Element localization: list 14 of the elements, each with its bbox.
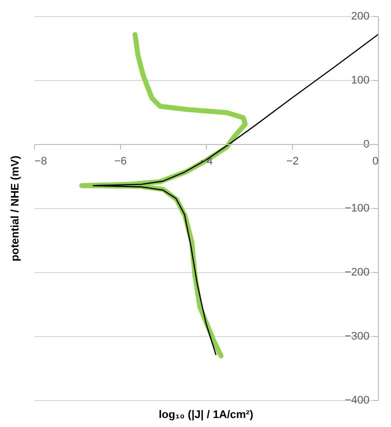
y-tick-label: −400 bbox=[344, 394, 370, 406]
x-axis-title: log₁₀ (|J| / 1A/cm²) bbox=[158, 409, 254, 421]
y-tick-label: −300 bbox=[344, 330, 370, 342]
y-tick-label: 200 bbox=[351, 10, 370, 22]
x-tick-label: −6 bbox=[114, 156, 127, 168]
x-tick-label: −8 bbox=[34, 156, 48, 168]
line-series bbox=[92, 34, 378, 356]
x-tick-label: 0 bbox=[372, 156, 378, 168]
y-tick-label: −200 bbox=[344, 266, 370, 278]
x-tick-label: −2 bbox=[286, 156, 299, 168]
y-tick-label: −100 bbox=[344, 202, 370, 214]
y-tick-label: 100 bbox=[351, 74, 370, 86]
x-tick-label: −4 bbox=[200, 156, 213, 168]
y-axis-title: potential / NHE (mV) bbox=[10, 155, 22, 262]
